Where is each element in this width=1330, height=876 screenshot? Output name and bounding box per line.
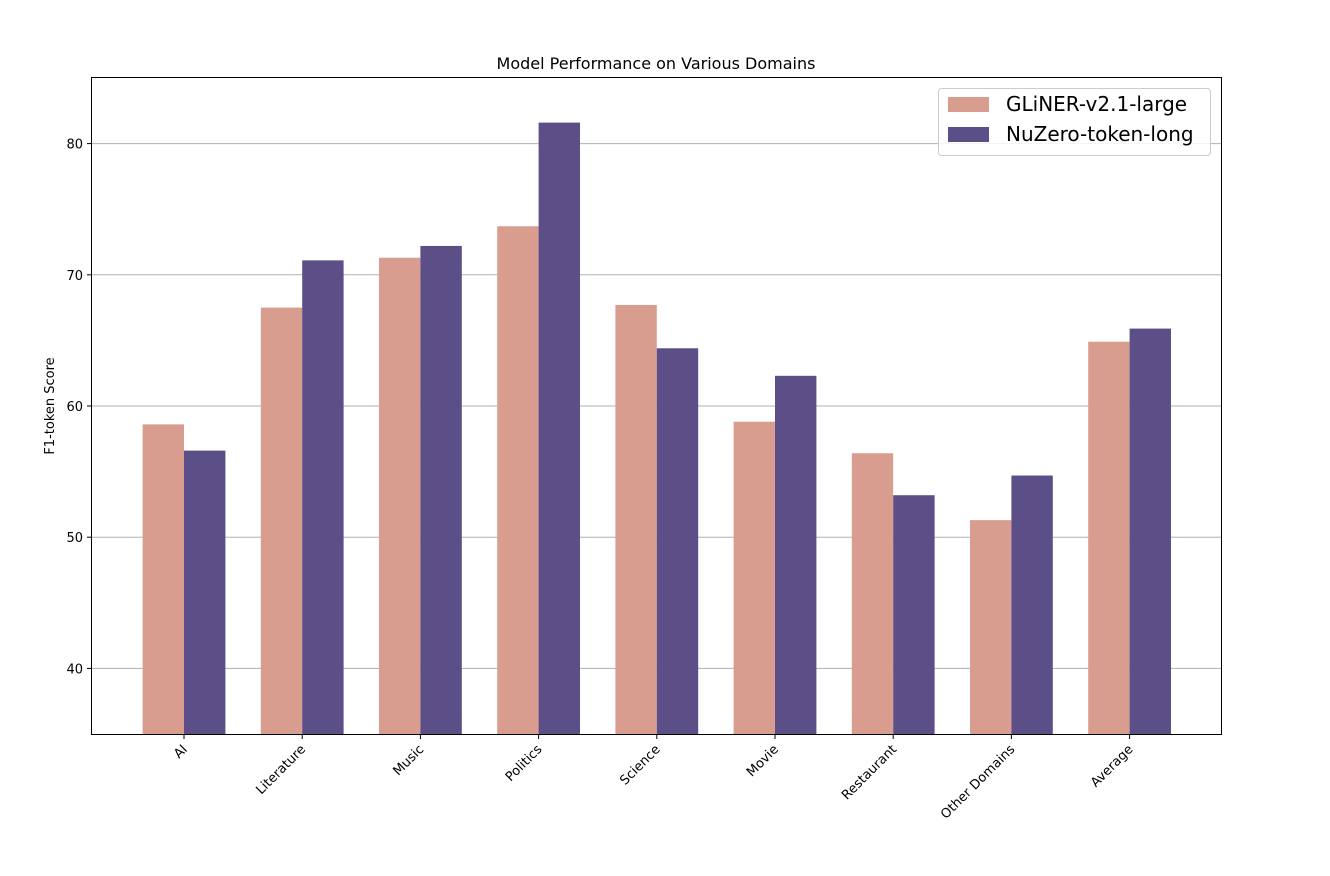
x-tick-label: Movie	[744, 742, 782, 780]
bar-gliner-ai	[142, 424, 184, 734]
legend-swatch	[948, 127, 989, 142]
x-tick-label: Literature	[253, 742, 309, 798]
bars	[142, 122, 1171, 735]
bar-nuzero-restaurant	[893, 495, 935, 734]
legend: GLiNER-v2.1-large NuZero-token-long	[938, 88, 1211, 156]
bar-nuzero-movie	[775, 375, 817, 734]
bar-gliner-music	[379, 257, 421, 734]
bar-gliner-literature	[260, 307, 303, 734]
x-tick-label: Music	[390, 742, 427, 779]
x-tick-label: Average	[1088, 742, 1136, 790]
bar-nuzero-music	[420, 245, 462, 734]
bar-gliner-movie	[733, 421, 775, 734]
bar-gliner-other-domains	[970, 520, 1012, 734]
x-tick-label: AI	[171, 742, 191, 762]
x-axis: AI Literature Music Politics Science Movie Res…	[171, 734, 1136, 822]
bar-nuzero-other-domains	[1011, 475, 1053, 734]
bar-gliner-restaurant	[851, 453, 894, 734]
bar-nuzero-average	[1129, 328, 1171, 734]
y-tick-label: 80	[66, 138, 83, 153]
bar-nuzero-politics	[538, 122, 580, 734]
legend-swatch	[948, 97, 989, 112]
y-axis-label: F1-token Score	[43, 357, 58, 454]
y-tick-label: 60	[66, 400, 83, 415]
legend-frame	[938, 88, 1211, 156]
bar-gliner-politics	[497, 226, 539, 735]
y-axis: 40 50 60 70 80	[66, 138, 92, 677]
bar-gliner-average	[1088, 341, 1130, 734]
x-tick-label: Other Domains	[938, 742, 1018, 822]
x-tick-label: Restaurant	[839, 742, 900, 803]
x-tick-label: Science	[617, 742, 663, 788]
bar-nuzero-ai	[184, 450, 226, 734]
legend-label: GLiNER-v2.1-large	[1006, 92, 1187, 116]
bar-nuzero-literature	[302, 260, 344, 734]
y-tick-label: 40	[66, 662, 83, 677]
bar-nuzero-science	[656, 348, 699, 734]
y-tick-label: 50	[66, 531, 83, 546]
chart-title: Model Performance on Various Domains	[497, 54, 816, 73]
x-tick-label: Politics	[503, 742, 546, 785]
legend-label: NuZero-token-long	[1006, 122, 1194, 146]
bar-gliner-science	[615, 304, 657, 734]
y-tick-label: 70	[66, 269, 83, 284]
